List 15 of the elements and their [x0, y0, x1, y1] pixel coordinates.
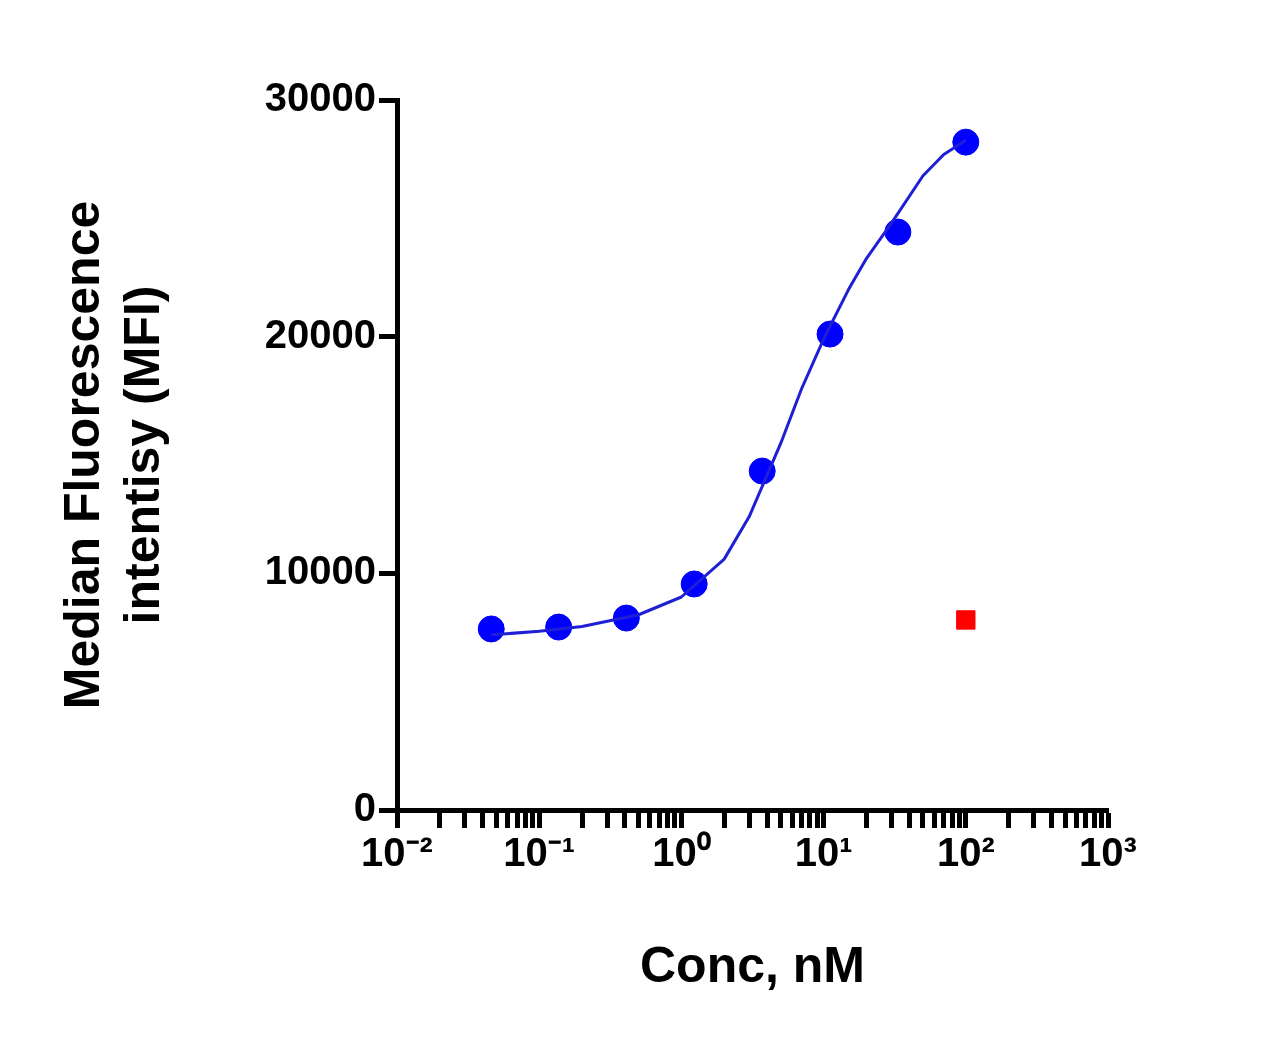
- x-tick-label: 10³: [1079, 830, 1137, 875]
- point: [477, 615, 505, 643]
- x-tick-label: 10⁰: [652, 830, 711, 875]
- x-axis-title: Conc, nM: [640, 936, 865, 993]
- point: [952, 128, 980, 156]
- y-tick-label: 30000: [264, 75, 376, 120]
- y-axis-title: Median Fluorescence intentisy (MFI): [53, 200, 170, 710]
- x-tick-label: 10¹: [794, 830, 853, 875]
- point: [884, 218, 912, 246]
- y-tick-label: 20000: [264, 311, 376, 356]
- x-tick-label: 10⁻²: [361, 830, 433, 875]
- y-tick-label: 0: [353, 785, 376, 830]
- y-tick-label: 10000: [264, 548, 376, 593]
- x-tick-label: 10⁻¹: [503, 830, 576, 875]
- x-tick-label: 10²: [936, 830, 995, 875]
